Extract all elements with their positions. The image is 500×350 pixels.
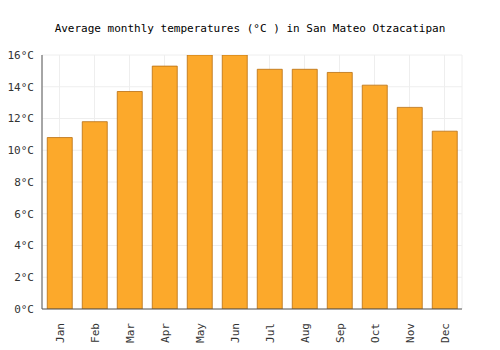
svg-text:6°C: 6°C: [14, 208, 34, 221]
svg-text:Feb: Feb: [89, 323, 102, 343]
svg-text:10°C: 10°C: [8, 144, 34, 157]
svg-text:Oct: Oct: [369, 323, 382, 343]
svg-text:Jan: Jan: [54, 323, 67, 343]
svg-text:Apr: Apr: [159, 323, 172, 343]
svg-text:16°C: 16°C: [8, 49, 34, 62]
svg-text:14°C: 14°C: [8, 81, 34, 94]
svg-text:Sep: Sep: [334, 323, 347, 343]
svg-text:Nov: Nov: [404, 323, 417, 343]
svg-text:0°C: 0°C: [14, 303, 34, 316]
svg-text:Jun: Jun: [229, 323, 242, 343]
svg-text:Jul: Jul: [264, 323, 277, 343]
svg-text:Mar: Mar: [124, 323, 137, 343]
svg-text:May: May: [194, 323, 207, 343]
svg-text:Dec: Dec: [439, 323, 452, 343]
svg-text:4°C: 4°C: [14, 239, 34, 252]
svg-text:8°C: 8°C: [14, 176, 34, 189]
svg-text:12°C: 12°C: [8, 112, 34, 125]
svg-text:2°C: 2°C: [14, 271, 34, 284]
html-text:Average monthly temperatures (: Average monthly temperatures (°C ) in Sa…: [54, 22, 446, 35]
svg-text:Aug: Aug: [299, 323, 312, 343]
